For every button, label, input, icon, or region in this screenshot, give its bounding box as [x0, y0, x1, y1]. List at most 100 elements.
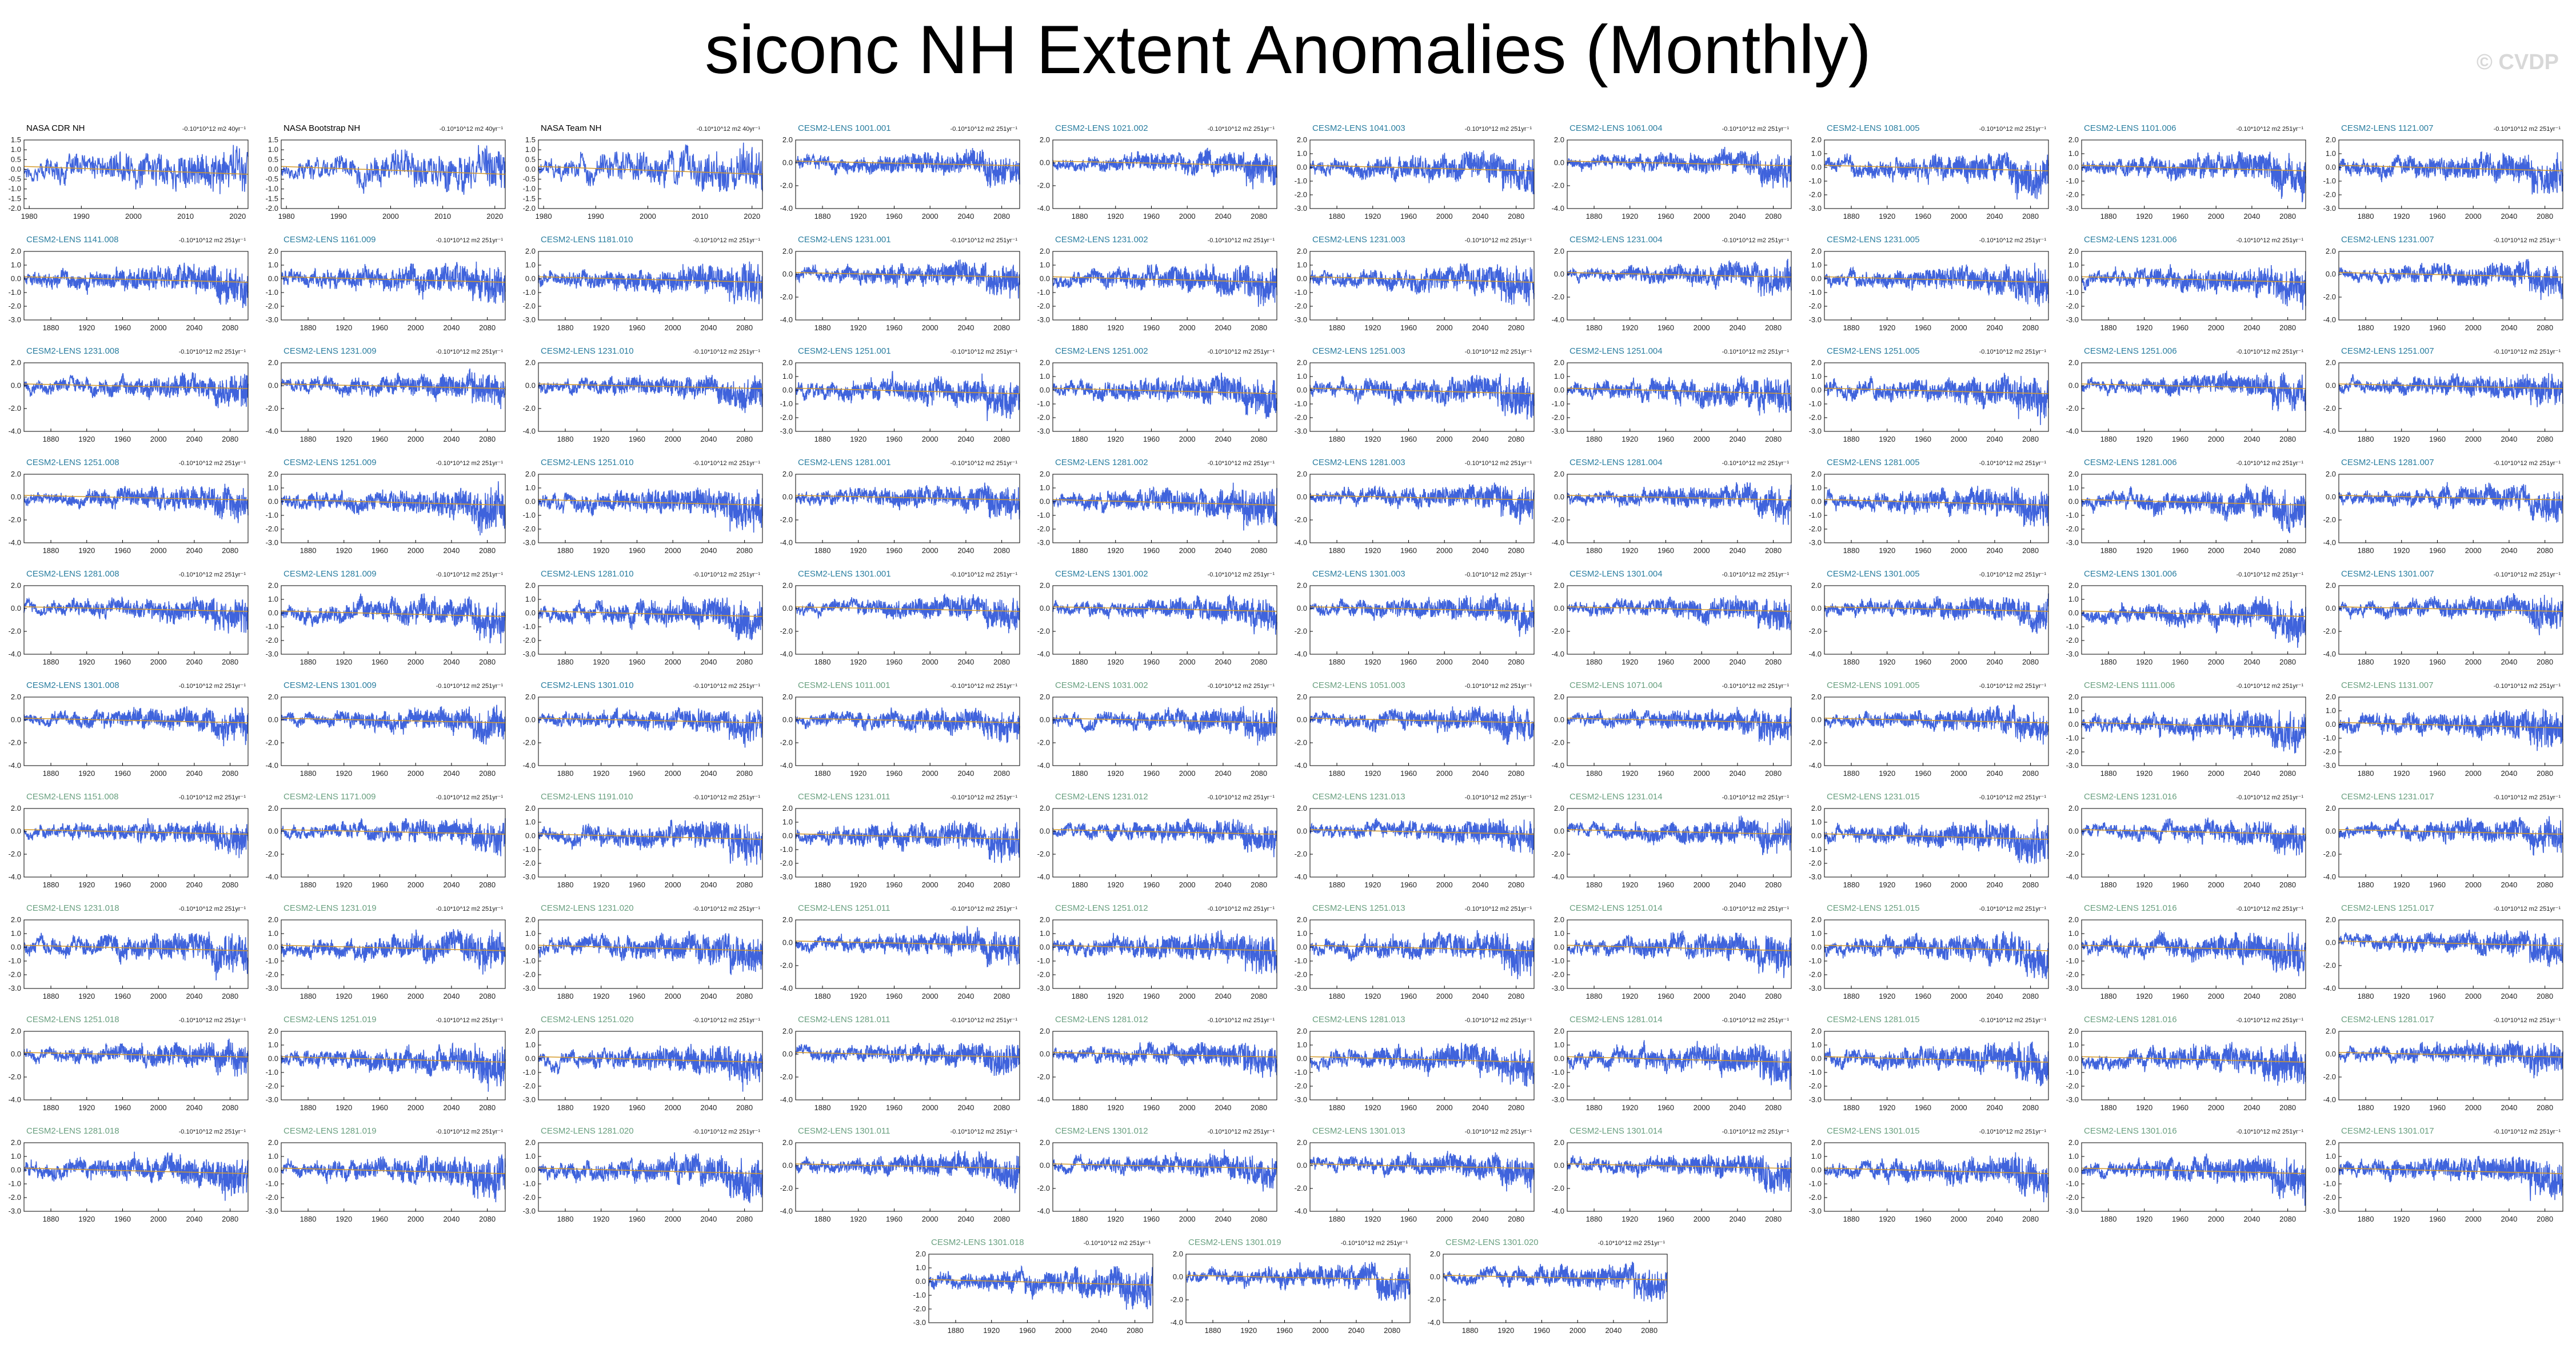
x-tick-label: 2000	[1951, 658, 1967, 666]
x-tick-label: 2040	[700, 1103, 717, 1112]
trend-line	[23, 276, 249, 283]
anomaly-series-line	[23, 262, 249, 309]
plot-frame	[1052, 696, 1277, 766]
y-tick-label: 2.0	[268, 804, 278, 812]
trend-line	[1052, 499, 1277, 506]
y-tick-label: -2.0	[1809, 970, 1822, 979]
panel-trend-label: -0.10*10^12 m2 251yr⁻¹	[1979, 1017, 2047, 1024]
x-tick-label: 2000	[150, 880, 167, 889]
anomaly-series-line	[538, 142, 763, 192]
panel-title: CESM2-LENS 1181.010	[541, 235, 633, 245]
x-tick-label: 1960	[1143, 546, 1160, 555]
plot-frame	[538, 808, 763, 878]
panel-trend-label: -0.10*10^12 m2 251yr⁻¹	[693, 1128, 761, 1135]
x-tick-label: 1880	[814, 435, 831, 443]
x-tick-label: 2040	[2243, 992, 2260, 1000]
panel: CESM2-LENS 1251.005 -0.10*10^12 m2 251yr⁻…	[1809, 346, 2049, 443]
y-tick-label: 0.0	[1811, 1166, 1822, 1174]
y-tick-label: 1.0	[2326, 706, 2336, 715]
plot-frame	[1824, 362, 2049, 432]
y-tick-label: -2.0	[9, 970, 21, 979]
x-tick-label: 1920	[1879, 769, 1895, 778]
panel-trend-label: -0.10*10^12 m2 251yr⁻¹	[950, 906, 1018, 912]
y-tick-label: -1.0	[2066, 1179, 2079, 1188]
y-tick-label: -2.0	[266, 1193, 278, 1202]
y-tick-label: 0.0	[2326, 938, 2336, 947]
x-tick-label: 2000	[922, 435, 938, 443]
x-tick-label: 1880	[300, 769, 317, 778]
y-tick-label: -1.0	[523, 185, 536, 193]
y-tick-label: -2.0	[2066, 404, 2079, 413]
plot-frame	[2338, 139, 2563, 209]
trend-line	[2081, 276, 2306, 283]
anomaly-series-line	[2081, 817, 2306, 856]
panel: CESM2-LENS 1281.005 -0.10*10^12 m2 251yr⁻…	[1809, 458, 2049, 555]
y-tick-label: 0.0	[1040, 386, 1050, 394]
panel: CESM2-LENS 1251.020 -0.10*10^12 m2 251yr⁻…	[523, 1015, 763, 1112]
panel-title: CESM2-LENS 1101.006	[2084, 123, 2176, 133]
x-tick-label: 2080	[222, 323, 238, 332]
y-tick-label: -2.0	[523, 525, 536, 533]
x-tick-label: 1960	[114, 1215, 131, 1223]
y-tick-label: -1.0	[1809, 399, 1822, 408]
x-tick-label: 1920	[1622, 1215, 1638, 1223]
x-tick-label: 2000	[1951, 323, 1967, 332]
y-tick-label: 0.0	[2068, 163, 2079, 171]
x-tick-label: 1920	[1497, 1326, 1514, 1335]
x-tick-label: 2080	[2537, 1215, 2553, 1223]
x-tick-label: 2080	[2022, 323, 2039, 332]
y-tick-label: 2.0	[11, 1138, 21, 1147]
x-tick-label: 1960	[2429, 880, 2446, 889]
y-tick-label: 2.0	[1040, 1138, 1050, 1147]
x-tick-label: 2040	[186, 658, 202, 666]
x-tick-label: 2000	[665, 992, 681, 1000]
panel-title: CESM2-LENS 1281.020	[541, 1126, 634, 1136]
anomaly-series-line	[1567, 595, 1792, 631]
panel-trend-label: -0.10*10^12 m2 251yr⁻¹	[1465, 794, 1532, 801]
panel-title: CESM2-LENS 1301.007	[2341, 569, 2434, 579]
y-tick-label: 0.0	[1811, 386, 1822, 394]
x-tick-label: 2010	[434, 212, 451, 221]
x-tick-label: 2000	[1055, 1326, 1072, 1335]
y-tick-label: 2.0	[268, 915, 278, 924]
y-tick-label: -3.0	[523, 538, 536, 547]
trend-line	[795, 1163, 1020, 1169]
y-tick-label: 2.0	[268, 1138, 278, 1147]
x-tick-label: 2000	[665, 769, 681, 778]
y-tick-label: 1.0	[782, 372, 793, 381]
anomaly-series-line	[1052, 594, 1277, 635]
x-tick-label: 2040	[186, 435, 202, 443]
x-tick-label: 2000	[1694, 992, 1710, 1000]
y-tick-label: 1.0	[1040, 372, 1050, 381]
y-tick-label: -2.0	[1809, 738, 1822, 747]
panel: CESM2-LENS 1121.007 -0.10*10^12 m2 251yr⁻…	[2323, 123, 2563, 221]
plot-frame	[538, 585, 763, 655]
x-tick-label: 2000	[1179, 992, 1196, 1000]
trend-line	[1052, 606, 1277, 612]
y-tick-label: 0.0	[1040, 1161, 1050, 1170]
x-tick-label: 1880	[43, 546, 59, 555]
y-tick-label: -3.0	[266, 650, 278, 658]
x-tick-label: 1880	[1843, 992, 1860, 1000]
y-tick-label: -1.0	[1809, 177, 1822, 185]
y-tick-label: 0.0	[1297, 163, 1307, 171]
y-tick-label: 2.0	[1811, 358, 1822, 367]
y-tick-label: 0.0	[782, 386, 793, 394]
panel-trend-label: -0.10*10^12 m2 251yr⁻¹	[2494, 1017, 2561, 1024]
x-tick-label: 1920	[1107, 546, 1124, 555]
y-tick-label: -2.0	[2066, 190, 2079, 199]
x-tick-label: 1960	[2429, 1215, 2446, 1223]
y-tick-label: 0.0	[782, 270, 793, 278]
x-tick-label: 1880	[300, 435, 317, 443]
x-tick-label: 2080	[736, 323, 753, 332]
y-tick-label: -2.0	[2323, 961, 2336, 970]
y-tick-label: -2.0	[266, 850, 278, 858]
x-tick-label: 2040	[1215, 658, 1231, 666]
y-tick-label: 2.0	[525, 247, 536, 255]
x-tick-label: 2000	[1951, 212, 1967, 221]
x-tick-label: 1960	[2172, 546, 2188, 555]
x-tick-label: 1880	[2358, 323, 2374, 332]
x-tick-label: 2000	[2208, 992, 2224, 1000]
y-tick-label: 1.0	[1811, 1152, 1822, 1160]
